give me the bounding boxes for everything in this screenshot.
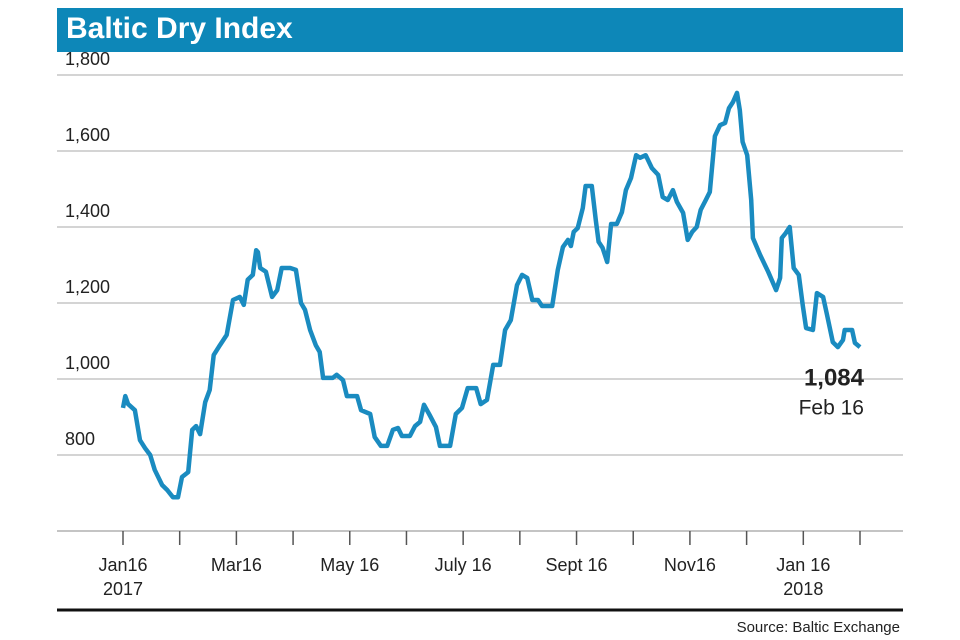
- y-tick-label: 800: [65, 429, 95, 449]
- y-tick-label: 1,800: [65, 49, 110, 69]
- chart-title: Baltic Dry Index: [66, 12, 293, 45]
- title-bar: [57, 8, 903, 52]
- x-tick-label: Jan16: [98, 555, 147, 575]
- x-tick-label: Nov16: [664, 555, 716, 575]
- x-tick-sublabel: 2018: [783, 579, 823, 599]
- y-tick-label: 1,400: [65, 201, 110, 221]
- x-tick-label: July 16: [435, 555, 492, 575]
- x-tick-label: Jan 16: [776, 555, 830, 575]
- y-tick-label: 1,000: [65, 353, 110, 373]
- y-tick-label: 1,200: [65, 277, 110, 297]
- annotation-date: Feb 16: [799, 397, 864, 420]
- data-line: [120, 90, 862, 500]
- x-tick-label: May 16: [320, 555, 379, 575]
- annotation-value: 1,084: [804, 364, 865, 391]
- y-tick-label: 1,600: [65, 125, 110, 145]
- x-tick-label: Mar16: [211, 555, 262, 575]
- x-tick-sublabel: 2017: [103, 579, 143, 599]
- source: Source: Baltic Exchange: [737, 619, 900, 636]
- x-tick-label: Sept 16: [546, 555, 608, 575]
